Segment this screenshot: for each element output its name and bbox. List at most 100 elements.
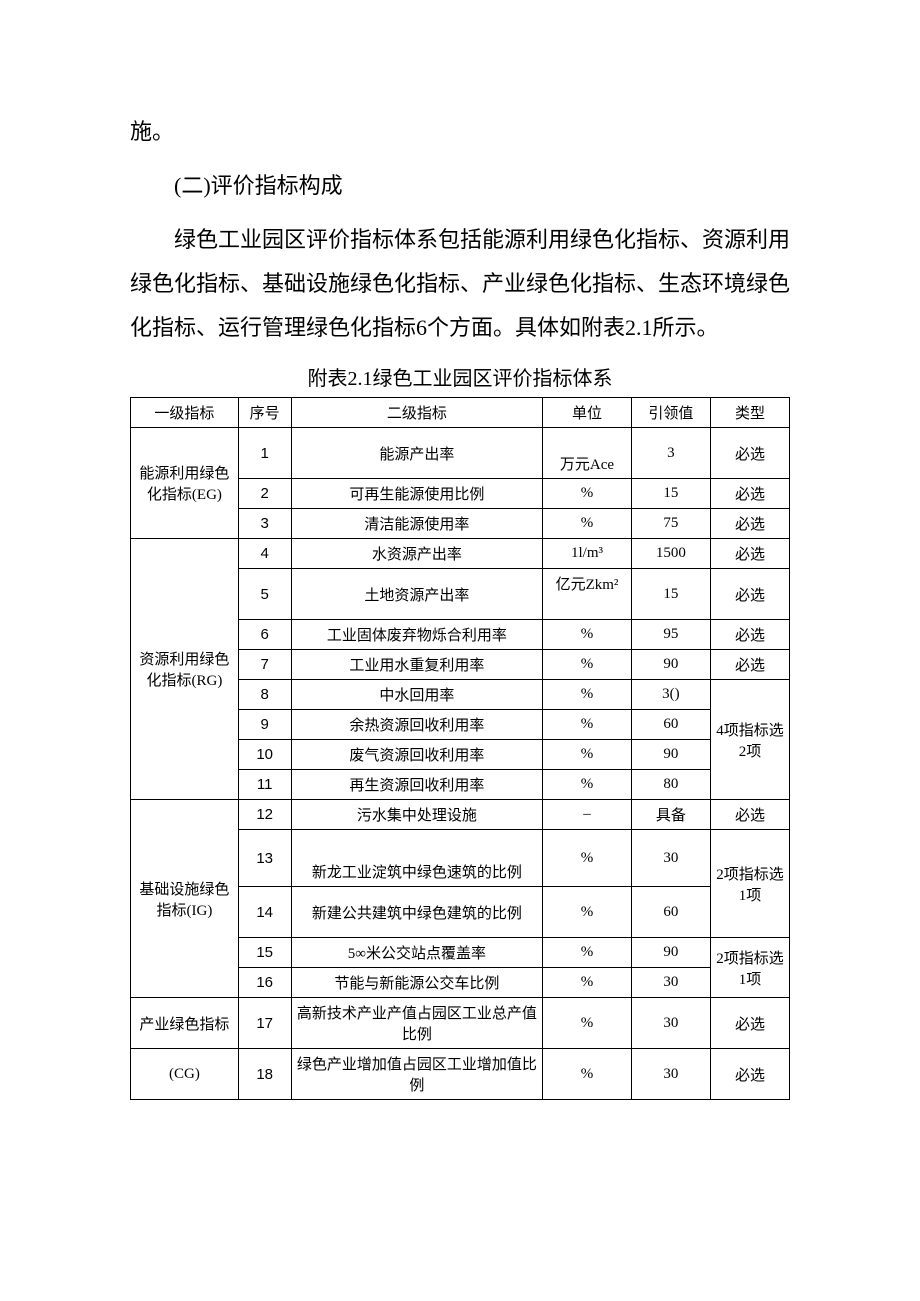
cell-category: 产业绿色指标	[131, 998, 239, 1049]
table-header-row: 一级指标 序号 二级指标 单位 引领值 类型	[131, 398, 790, 428]
cell-category: 基础设施绿色指标(IG)	[131, 800, 239, 998]
cell-unit: 1l/m³	[543, 539, 632, 569]
cell-type: 必选	[710, 428, 789, 479]
header-lead: 引领值	[631, 398, 710, 428]
cell-lead: 90	[631, 938, 710, 968]
cell-indicator: 新龙工业淀筑中绿色速筑的比例	[291, 830, 543, 887]
document-page: 施。 (二)评价指标构成 绿色工业园区评价指标体系包括能源利用绿色化指标、资源利…	[0, 0, 920, 1301]
header-indicator: 二级指标	[291, 398, 543, 428]
cell-lead: 75	[631, 509, 710, 539]
table-row: 基础设施绿色指标(IG) 12 污水集中处理设施 – 具备 必选	[131, 800, 790, 830]
cell-lead: 30	[631, 998, 710, 1049]
cell-lead: 60	[631, 710, 710, 740]
cell-indicator: 可再生能源使用比例	[291, 479, 543, 509]
cell-unit: %	[543, 650, 632, 680]
cell-lead: 15	[631, 569, 710, 620]
table-row: (CG) 18 绿色产业增加值占园区工业增加值比例 % 30 必选	[131, 1049, 790, 1100]
cell-indicator: 中水回用率	[291, 680, 543, 710]
cell-seq: 15	[238, 938, 291, 968]
cell-lead: 30	[631, 1049, 710, 1100]
cell-indicator: 工业用水重复利用率	[291, 650, 543, 680]
cell-indicator: 高新技术产业产值占园区工业总产值比例	[291, 998, 543, 1049]
cell-indicator: 绿色产业增加值占园区工业增加值比例	[291, 1049, 543, 1100]
cell-unit: %	[543, 998, 632, 1049]
cell-seq: 18	[238, 1049, 291, 1100]
cell-indicator: 清洁能源使用率	[291, 509, 543, 539]
cell-indicator: 新建公共建筑中绿色建筑的比例	[291, 887, 543, 938]
cell-type-merged: 2项指标选1项	[710, 938, 789, 998]
cell-indicator: 5∞米公交站点覆盖率	[291, 938, 543, 968]
cell-unit: %	[543, 887, 632, 938]
cell-indicator: 节能与新能源公交车比例	[291, 968, 543, 998]
cell-type: 必选	[710, 509, 789, 539]
header-category: 一级指标	[131, 398, 239, 428]
cell-unit: %	[543, 830, 632, 887]
cell-seq: 9	[238, 710, 291, 740]
cell-type: 必选	[710, 539, 789, 569]
cell-unit: 亿元Zkm²	[543, 569, 632, 620]
cell-indicator: 余热资源回收利用率	[291, 710, 543, 740]
table-row: 能源利用绿色化指标(EG) 1 能源产出率 万元Ace 3 必选	[131, 428, 790, 479]
cell-seq: 7	[238, 650, 291, 680]
paragraph-continuation: 施。	[130, 110, 790, 154]
section-heading: (二)评价指标构成	[130, 164, 790, 208]
cell-seq: 8	[238, 680, 291, 710]
cell-lead: 15	[631, 479, 710, 509]
cell-indicator: 废气资源回收利用率	[291, 740, 543, 770]
cell-lead: 30	[631, 830, 710, 887]
cell-lead: 3	[631, 428, 710, 479]
cell-unit: %	[543, 710, 632, 740]
table-caption: 附表2.1绿色工业园区评价指标体系	[130, 362, 790, 391]
cell-unit: %	[543, 680, 632, 710]
cell-seq: 14	[238, 887, 291, 938]
cell-seq: 6	[238, 620, 291, 650]
cell-lead: 90	[631, 740, 710, 770]
cell-seq: 17	[238, 998, 291, 1049]
cell-category: 能源利用绿色化指标(EG)	[131, 428, 239, 539]
cell-seq: 10	[238, 740, 291, 770]
cell-indicator: 污水集中处理设施	[291, 800, 543, 830]
evaluation-table: 一级指标 序号 二级指标 单位 引领值 类型 能源利用绿色化指标(EG) 1 能…	[130, 397, 790, 1100]
header-seq: 序号	[238, 398, 291, 428]
cell-indicator: 土地资源产出率	[291, 569, 543, 620]
cell-indicator: 水资源产出率	[291, 539, 543, 569]
cell-lead: 90	[631, 650, 710, 680]
cell-type: 必选	[710, 650, 789, 680]
cell-indicator: 能源产出率	[291, 428, 543, 479]
cell-type-merged: 2项指标选1项	[710, 830, 789, 938]
cell-seq: 5	[238, 569, 291, 620]
cell-seq: 1	[238, 428, 291, 479]
cell-lead: 60	[631, 887, 710, 938]
paragraph-body: 绿色工业园区评价指标体系包括能源利用绿色化指标、资源利用绿色化指标、基础设施绿色…	[130, 218, 790, 350]
cell-type-merged: 4项指标选2项	[710, 680, 789, 800]
table-row: 资源利用绿色化指标(RG) 4 水资源产出率 1l/m³ 1500 必选	[131, 539, 790, 569]
cell-lead: 95	[631, 620, 710, 650]
cell-category: (CG)	[131, 1049, 239, 1100]
cell-indicator: 再生资源回收利用率	[291, 770, 543, 800]
cell-type: 必选	[710, 620, 789, 650]
cell-unit: %	[543, 740, 632, 770]
cell-seq: 16	[238, 968, 291, 998]
cell-seq: 12	[238, 800, 291, 830]
cell-type: 必选	[710, 569, 789, 620]
table-row: 产业绿色指标 17 高新技术产业产值占园区工业总产值比例 % 30 必选	[131, 998, 790, 1049]
cell-seq: 2	[238, 479, 291, 509]
cell-seq: 3	[238, 509, 291, 539]
header-type: 类型	[710, 398, 789, 428]
cell-lead: 3()	[631, 680, 710, 710]
cell-type: 必选	[710, 998, 789, 1049]
cell-unit: 万元Ace	[543, 428, 632, 479]
cell-unit: %	[543, 770, 632, 800]
header-unit: 单位	[543, 398, 632, 428]
cell-lead: 1500	[631, 539, 710, 569]
cell-unit: %	[543, 938, 632, 968]
cell-category: 资源利用绿色化指标(RG)	[131, 539, 239, 800]
cell-seq: 13	[238, 830, 291, 887]
cell-seq: 4	[238, 539, 291, 569]
cell-lead: 80	[631, 770, 710, 800]
cell-unit: %	[543, 968, 632, 998]
cell-lead: 30	[631, 968, 710, 998]
cell-type: 必选	[710, 1049, 789, 1100]
cell-indicator: 工业固体废弃物烁合利用率	[291, 620, 543, 650]
cell-unit: –	[543, 800, 632, 830]
